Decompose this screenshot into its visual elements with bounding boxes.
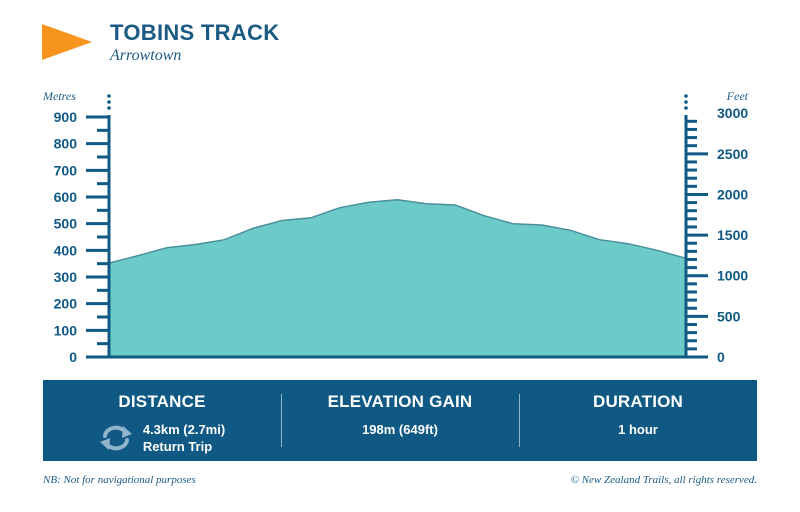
left-axis-dot [107,94,111,98]
right-tick-label: 2000 [717,186,748,202]
disclaimer: NB: Not for navigational purposes [43,474,196,486]
distance-label: DISTANCE [118,392,206,411]
left-tick-label: 300 [54,269,78,285]
stats-panel: DISTANCE 4.3km (2.7mi) Return Trip ELEVA… [43,380,757,461]
copyright: © New Zealand Trails, all rights reserve… [570,474,757,486]
elevation-stat: ELEVATION GAIN 198m (649ft) [281,380,519,461]
right-axis-dot [684,100,688,104]
left-tick-label: 700 [54,162,78,178]
right-axis-label: Feet [726,89,749,103]
duration-value: 1 hour [618,422,658,437]
elevation-area [109,199,686,357]
right-tick-label: 2500 [717,146,748,162]
right-tick-label: 1500 [717,227,748,243]
distance-detail: Return Trip [142,439,213,454]
left-tick-label: 600 [54,189,78,205]
flag-icon [42,24,92,60]
distance-value: 4.3km (2.7mi) [142,422,226,437]
track-title: TOBINS TRACK [110,20,280,45]
left-tick-label: 500 [54,216,78,232]
right-axis-dot [684,94,688,98]
header: TOBINS TRACK Arrowtown [0,0,800,80]
left-tick-label: 100 [54,322,78,338]
elevation-label: ELEVATION GAIN [327,392,473,411]
left-tick-label: 200 [54,296,78,312]
left-axis-label: Metres [42,89,76,103]
elevation-value: 198m (649ft) [362,422,438,437]
duration-label: DURATION [592,392,684,411]
left-tick-label: 800 [54,136,78,152]
track-location: Arrowtown [110,47,182,64]
left-tick-label: 0 [69,349,77,365]
right-tick-label: 3000 [717,105,748,121]
return-trip-icon [99,425,132,451]
right-tick-label: 500 [717,308,741,324]
right-tick-label: 1000 [717,268,748,284]
right-axis-dot [684,106,688,110]
left-axis-dot [107,106,111,110]
distance-stat: DISTANCE 4.3km (2.7mi) Return Trip [43,380,281,461]
left-tick-label: 400 [54,242,78,258]
duration-stat: DURATION 1 hour [519,380,757,461]
left-tick-label: 900 [54,109,78,125]
elevation-line [108,198,687,264]
elevation-chart: Metres Feet 0 100 200 300 400 500 600 700 800 900… [42,89,749,365]
right-tick-label: 0 [717,349,725,365]
left-axis-dot [107,100,111,104]
